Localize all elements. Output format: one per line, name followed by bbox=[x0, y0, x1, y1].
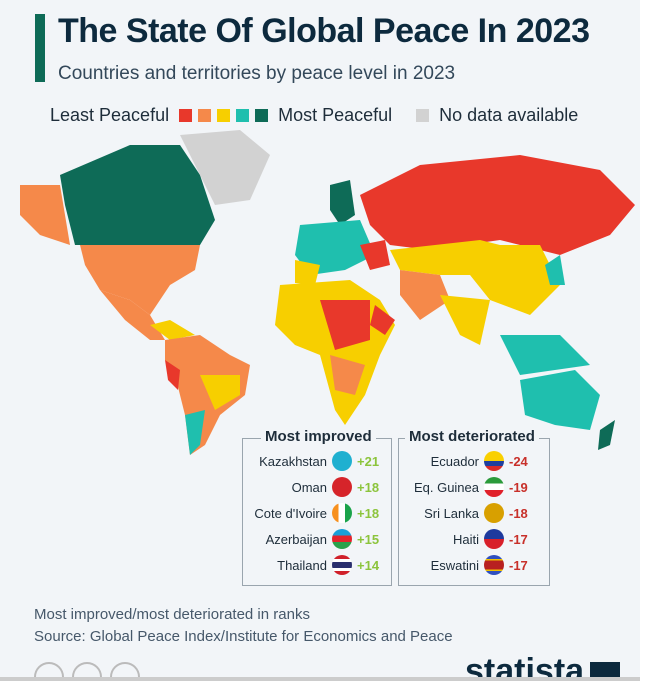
list-item: Ecuador -24 bbox=[403, 451, 528, 471]
russia bbox=[360, 155, 635, 255]
flag-icon bbox=[484, 529, 504, 549]
country-name: Cote d'Ivoire bbox=[254, 505, 327, 521]
list-item: Cote d'Ivoire +18 bbox=[247, 503, 379, 523]
rank-change: +18 bbox=[357, 479, 380, 495]
license-icons bbox=[34, 662, 140, 677]
subtitle: Countries and territories by peace level… bbox=[58, 63, 456, 84]
country-name: Eswatini bbox=[430, 557, 479, 573]
source-text: Source: Global Peace Index/Institute for… bbox=[34, 628, 453, 645]
statista-logo-mark bbox=[590, 662, 620, 677]
legend-swatch-1 bbox=[179, 109, 193, 122]
statista-logo[interactable]: statista bbox=[465, 652, 585, 681]
flag-icon bbox=[332, 529, 352, 549]
flag-icon bbox=[332, 451, 352, 471]
asia bbox=[390, 240, 590, 375]
list-item: Eq. Guinea -19 bbox=[403, 477, 528, 497]
flag-icon bbox=[332, 555, 352, 575]
page-title: The State Of Global Peace In 2023 bbox=[58, 12, 590, 50]
list-item: Kazakhstan +21 bbox=[247, 451, 379, 471]
country-name: Sri Lanka bbox=[424, 505, 479, 521]
legend-nodata: No data available bbox=[439, 105, 579, 125]
africa bbox=[275, 280, 395, 425]
north-america bbox=[20, 130, 270, 340]
list-item: Azerbaijan +15 bbox=[247, 529, 379, 549]
list-item: Eswatini -17 bbox=[403, 555, 528, 575]
note-text: Most improved/most deteriorated in ranks bbox=[34, 606, 310, 623]
legend-most: Most Peaceful bbox=[278, 105, 393, 125]
country-name: Kazakhstan bbox=[259, 453, 327, 469]
rank-change: -24 bbox=[509, 453, 528, 469]
flag-icon bbox=[484, 477, 504, 497]
infographic: The State Of Global Peace In 2023 Countr… bbox=[0, 0, 640, 681]
country-name: Thailand bbox=[277, 557, 327, 573]
most-improved-title: Most improved bbox=[261, 428, 376, 445]
most-deteriorated-title: Most deteriorated bbox=[405, 428, 539, 445]
country-name: Haiti bbox=[452, 531, 479, 547]
europe bbox=[295, 180, 390, 285]
country-name: Oman bbox=[291, 479, 327, 495]
legend: Least Peaceful Most Peaceful No data ava… bbox=[50, 105, 578, 126]
list-item: Oman +18 bbox=[247, 477, 379, 497]
flag-icon bbox=[484, 555, 504, 575]
rank-change: +18 bbox=[357, 505, 380, 521]
legend-swatch-2 bbox=[198, 109, 212, 122]
world-map bbox=[20, 130, 635, 455]
legend-swatch-nodata bbox=[416, 109, 430, 122]
oceania bbox=[520, 370, 615, 450]
rank-change: +14 bbox=[357, 557, 380, 573]
country-name: Ecuador bbox=[430, 453, 479, 469]
country-name: Eq. Guinea bbox=[413, 479, 479, 495]
legend-swatch-4 bbox=[236, 109, 250, 122]
south-america bbox=[165, 335, 250, 455]
footnote: Most improved/most deteriorated in ranks… bbox=[34, 604, 453, 648]
legend-least: Least Peaceful bbox=[50, 105, 170, 125]
rank-change: -18 bbox=[509, 505, 528, 521]
rank-change: +21 bbox=[357, 453, 380, 469]
nd-icon[interactable] bbox=[110, 662, 140, 677]
country-name: Azerbaijan bbox=[265, 531, 327, 547]
rank-change: +15 bbox=[357, 531, 380, 547]
rank-change: -17 bbox=[509, 557, 528, 573]
flag-icon bbox=[332, 503, 352, 523]
list-item: Thailand +14 bbox=[247, 555, 379, 575]
flag-icon bbox=[484, 503, 504, 523]
by-icon[interactable] bbox=[72, 662, 102, 677]
cc-icon[interactable] bbox=[34, 662, 64, 677]
most-improved-box: Most improved Kazakhstan +21 Oman +18 Cote d… bbox=[242, 428, 392, 586]
flag-icon bbox=[332, 477, 352, 497]
most-deteriorated-box: Most deteriorated Ecuador -24 Eq. Guinea -1… bbox=[398, 428, 550, 586]
legend-swatch-3 bbox=[217, 109, 231, 122]
list-item: Haiti -17 bbox=[403, 529, 528, 549]
rank-change: -17 bbox=[509, 531, 528, 547]
title-accent-bar bbox=[35, 14, 45, 82]
rank-change: -19 bbox=[509, 479, 528, 495]
legend-swatch-5 bbox=[255, 109, 269, 122]
list-item: Sri Lanka -18 bbox=[403, 503, 528, 523]
flag-icon bbox=[484, 451, 504, 471]
